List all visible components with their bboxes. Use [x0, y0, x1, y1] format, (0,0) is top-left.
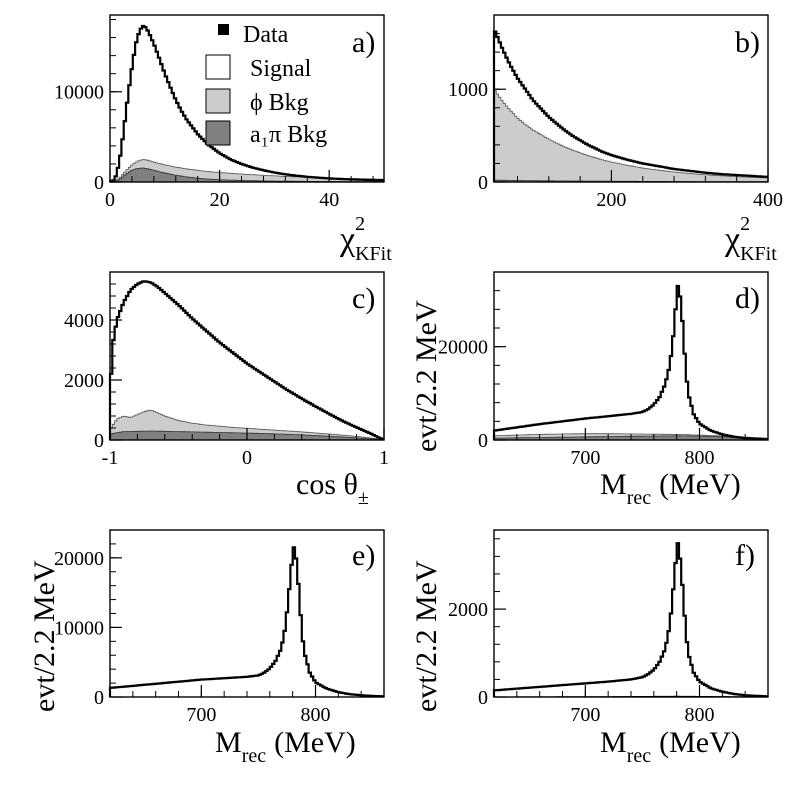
panel-b-axes: 200 400 0 1000	[448, 14, 783, 211]
panel-a: 0 20 40 0 10000 a) Data Signal ϕ Bkg a₁π Bkg…	[54, 14, 392, 265]
panel-d-xlabel-sub: rec	[627, 487, 652, 509]
panel-d-xlabel-main: M	[600, 468, 627, 501]
panel-a-xlabel-main: χ	[339, 221, 355, 258]
panel-f-xtick-label: 800	[685, 704, 715, 726]
panel-a-ytick-label: 10000	[54, 82, 104, 104]
panel-c-ytick-label: 2000	[64, 370, 104, 392]
panel-b: 200 400 0 1000 b) χ2 KFit	[448, 14, 783, 265]
panel-f-label: f)	[735, 539, 755, 572]
panel-a-xtick-label: 0	[105, 189, 115, 211]
legend-a1pi-label: a₁π Bkg	[250, 122, 327, 148]
panel-e-xlabel-unit: (MeV)	[274, 726, 356, 759]
legend-signal-swatch	[205, 54, 231, 80]
panel-c-xtick-label: -1	[102, 447, 119, 469]
panel-d-fills	[492, 284, 769, 441]
panel-b-xlabel-sup: 2	[740, 213, 750, 235]
panel-e-label: e)	[352, 539, 375, 572]
panel-f-xlabel-main: M	[600, 726, 627, 759]
panel-d-label: d)	[735, 282, 760, 315]
panel-c-ytick-label: 4000	[64, 310, 104, 332]
panel-f-fills	[492, 542, 768, 698]
panel-d-axes: 700 800 0 20000	[438, 271, 769, 469]
panel-d-ytick-label: 0	[478, 430, 488, 452]
panel-b-xlabel: χ2 KFit	[724, 213, 777, 265]
panel-e-ytick-label: 0	[94, 687, 104, 709]
panel-a-xlabel-sup: 2	[355, 213, 365, 235]
panel-c-xtick-label: 1	[379, 447, 389, 469]
panel-c-xlabel-main: cos θ	[296, 468, 358, 501]
panel-c-xlabel-sub: ±	[358, 487, 369, 509]
panel-d-hist-total	[492, 284, 768, 441]
panel-a-axes: 0 20 40 0 10000	[54, 14, 385, 211]
legend-a1pi-swatch	[205, 120, 231, 146]
legend-phi-swatch	[205, 88, 231, 114]
panel-f-axes: 700 800 0 2000	[448, 529, 769, 726]
panel-e-ylabel: evt/2.2 MeV	[28, 560, 61, 712]
legend: Data Signal ϕ Bkg a₁π Bkg	[205, 22, 327, 148]
panel-e-xtick-label: 800	[301, 704, 331, 726]
panel-c-xlabel: cos θ±	[296, 468, 369, 509]
panel-e-ytick-label: 20000	[54, 548, 104, 570]
panel-c-ytick-label: 0	[94, 430, 104, 452]
panel-e: 700 800 0 10000 20000 e) Mrec (MeV) evt/2.2 M…	[28, 529, 385, 767]
panel-c-hist-total	[108, 280, 384, 441]
panel-e-ytick-label: 10000	[54, 617, 104, 639]
panel-f-frame	[493, 529, 769, 698]
panel-d-xtick-label: 700	[570, 447, 600, 469]
panel-a-hist-total	[108, 24, 384, 183]
panel-d: 700 800 0 20000 d) Mrec (MeV) evt/2.2 MeV	[410, 271, 769, 509]
panel-a-ytick-label: 0	[94, 172, 104, 194]
panel-b-ytick-label: 1000	[448, 79, 488, 101]
panel-e-xlabel: Mrec (MeV)	[215, 726, 356, 767]
panel-d-xtick-label: 800	[685, 447, 715, 469]
panel-f-ytick-label: 2000	[448, 599, 488, 621]
panel-b-hist-phi	[493, 90, 769, 183]
panel-b-xlabel-main: χ	[724, 221, 740, 258]
panel-a-frame	[109, 14, 385, 183]
panel-e-hist-total	[108, 546, 384, 698]
panel-c-label: c)	[352, 282, 375, 315]
panel-a-fills	[108, 24, 385, 183]
legend-phi-label: ϕ Bkg	[250, 90, 309, 116]
panel-f-xlabel-sub: rec	[627, 745, 652, 767]
panel-a-label: a)	[352, 26, 375, 59]
panel-b-label: b)	[735, 26, 760, 59]
panel-d-xlabel-unit: (MeV)	[659, 468, 741, 501]
legend-signal-label: Signal	[250, 56, 312, 82]
panel-d-xlabel: Mrec (MeV)	[600, 468, 741, 509]
panel-a-xtick-label: 20	[210, 189, 230, 211]
panel-b-frame	[493, 14, 769, 183]
panel-b-xtick-label: 400	[753, 189, 783, 211]
panel-f-hist-total	[492, 542, 768, 698]
panel-e-xtick-label: 700	[186, 704, 216, 726]
panel-e-xlabel-sub: rec	[242, 745, 267, 767]
legend-data-label: Data	[243, 22, 289, 48]
panel-e-xlabel-main: M	[215, 726, 242, 759]
panel-b-fills	[492, 30, 769, 183]
panel-f-xlabel-unit: (MeV)	[659, 726, 741, 759]
panel-f: 700 800 0 2000 f) Mrec (MeV) evt/2.2 MeV	[410, 529, 769, 767]
panel-f-ylabel: evt/2.2 MeV	[410, 560, 443, 712]
panel-e-fills	[108, 546, 384, 698]
panel-e-axes: 700 800 0 10000 20000	[54, 529, 385, 726]
panel-c-fills	[108, 280, 385, 441]
panel-f-ytick-label: 0	[478, 687, 488, 709]
panel-a-xlabel: χ2 KFit	[339, 213, 392, 265]
panel-b-xtick-label: 200	[596, 189, 626, 211]
panel-c-xtick-label: 0	[242, 447, 252, 469]
panel-f-xlabel: Mrec (MeV)	[600, 726, 741, 767]
panel-b-ytick-label: 0	[478, 172, 488, 194]
panel-a-xtick-label: 40	[319, 189, 339, 211]
panel-b-xlabel-sub: KFit	[740, 243, 777, 265]
panel-e-frame	[109, 529, 385, 698]
panel-f-xtick-label: 700	[570, 704, 600, 726]
legend-data-marker	[218, 24, 229, 35]
panel-b-hist-total	[492, 30, 768, 182]
panel-d-ylabel: evt/2.2 MeV	[410, 300, 443, 452]
panel-a-xlabel-sub: KFit	[355, 243, 392, 265]
panel-d-ytick-label: 20000	[438, 337, 488, 359]
